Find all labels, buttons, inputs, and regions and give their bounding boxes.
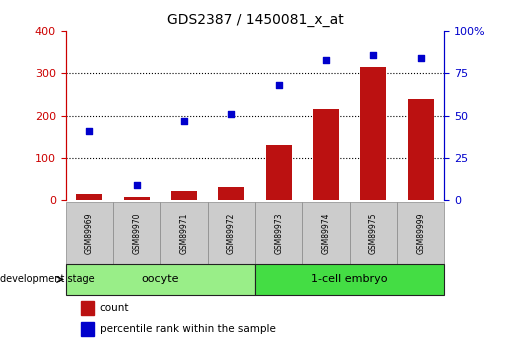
Point bbox=[180, 118, 188, 124]
Point bbox=[133, 182, 141, 188]
FancyBboxPatch shape bbox=[255, 264, 444, 295]
Text: GSM89973: GSM89973 bbox=[274, 212, 283, 254]
Bar bbox=[266, 145, 292, 200]
Point bbox=[85, 128, 93, 134]
FancyBboxPatch shape bbox=[397, 202, 444, 264]
Point bbox=[369, 52, 377, 58]
Text: GSM89971: GSM89971 bbox=[179, 212, 188, 254]
FancyBboxPatch shape bbox=[349, 202, 397, 264]
Text: count: count bbox=[100, 303, 129, 313]
Bar bbox=[171, 191, 197, 200]
Text: 1-cell embryo: 1-cell embryo bbox=[312, 275, 388, 284]
Point bbox=[417, 55, 425, 61]
FancyBboxPatch shape bbox=[161, 202, 208, 264]
Text: percentile rank within the sample: percentile rank within the sample bbox=[100, 324, 276, 334]
Bar bbox=[408, 99, 434, 200]
Text: GSM89974: GSM89974 bbox=[322, 212, 331, 254]
FancyBboxPatch shape bbox=[208, 202, 255, 264]
Text: development stage: development stage bbox=[0, 275, 94, 284]
Bar bbox=[218, 187, 244, 200]
FancyBboxPatch shape bbox=[66, 264, 255, 295]
Point bbox=[322, 57, 330, 62]
Text: GSM89999: GSM89999 bbox=[416, 212, 425, 254]
Bar bbox=[81, 322, 94, 336]
FancyBboxPatch shape bbox=[113, 202, 161, 264]
Text: GSM89970: GSM89970 bbox=[132, 212, 141, 254]
Text: oocyte: oocyte bbox=[141, 275, 179, 284]
Point bbox=[227, 111, 235, 117]
Bar bbox=[124, 197, 149, 200]
FancyBboxPatch shape bbox=[255, 202, 302, 264]
Bar bbox=[313, 109, 339, 200]
Text: GSM89969: GSM89969 bbox=[85, 212, 94, 254]
FancyBboxPatch shape bbox=[66, 202, 113, 264]
Text: GSM89975: GSM89975 bbox=[369, 212, 378, 254]
Bar bbox=[361, 67, 386, 200]
Bar bbox=[76, 194, 103, 200]
Bar bbox=[81, 301, 94, 315]
FancyBboxPatch shape bbox=[302, 202, 349, 264]
Text: GSM89972: GSM89972 bbox=[227, 212, 236, 254]
Point bbox=[275, 82, 283, 88]
Title: GDS2387 / 1450081_x_at: GDS2387 / 1450081_x_at bbox=[167, 13, 343, 27]
